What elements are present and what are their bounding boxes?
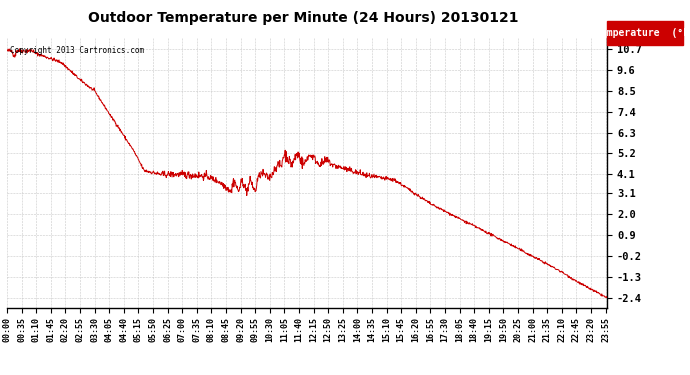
Text: Copyright 2013 Cartronics.com: Copyright 2013 Cartronics.com — [10, 46, 144, 55]
Text: Temperature  (°F): Temperature (°F) — [595, 28, 690, 38]
Text: Outdoor Temperature per Minute (24 Hours) 20130121: Outdoor Temperature per Minute (24 Hours… — [88, 11, 519, 25]
